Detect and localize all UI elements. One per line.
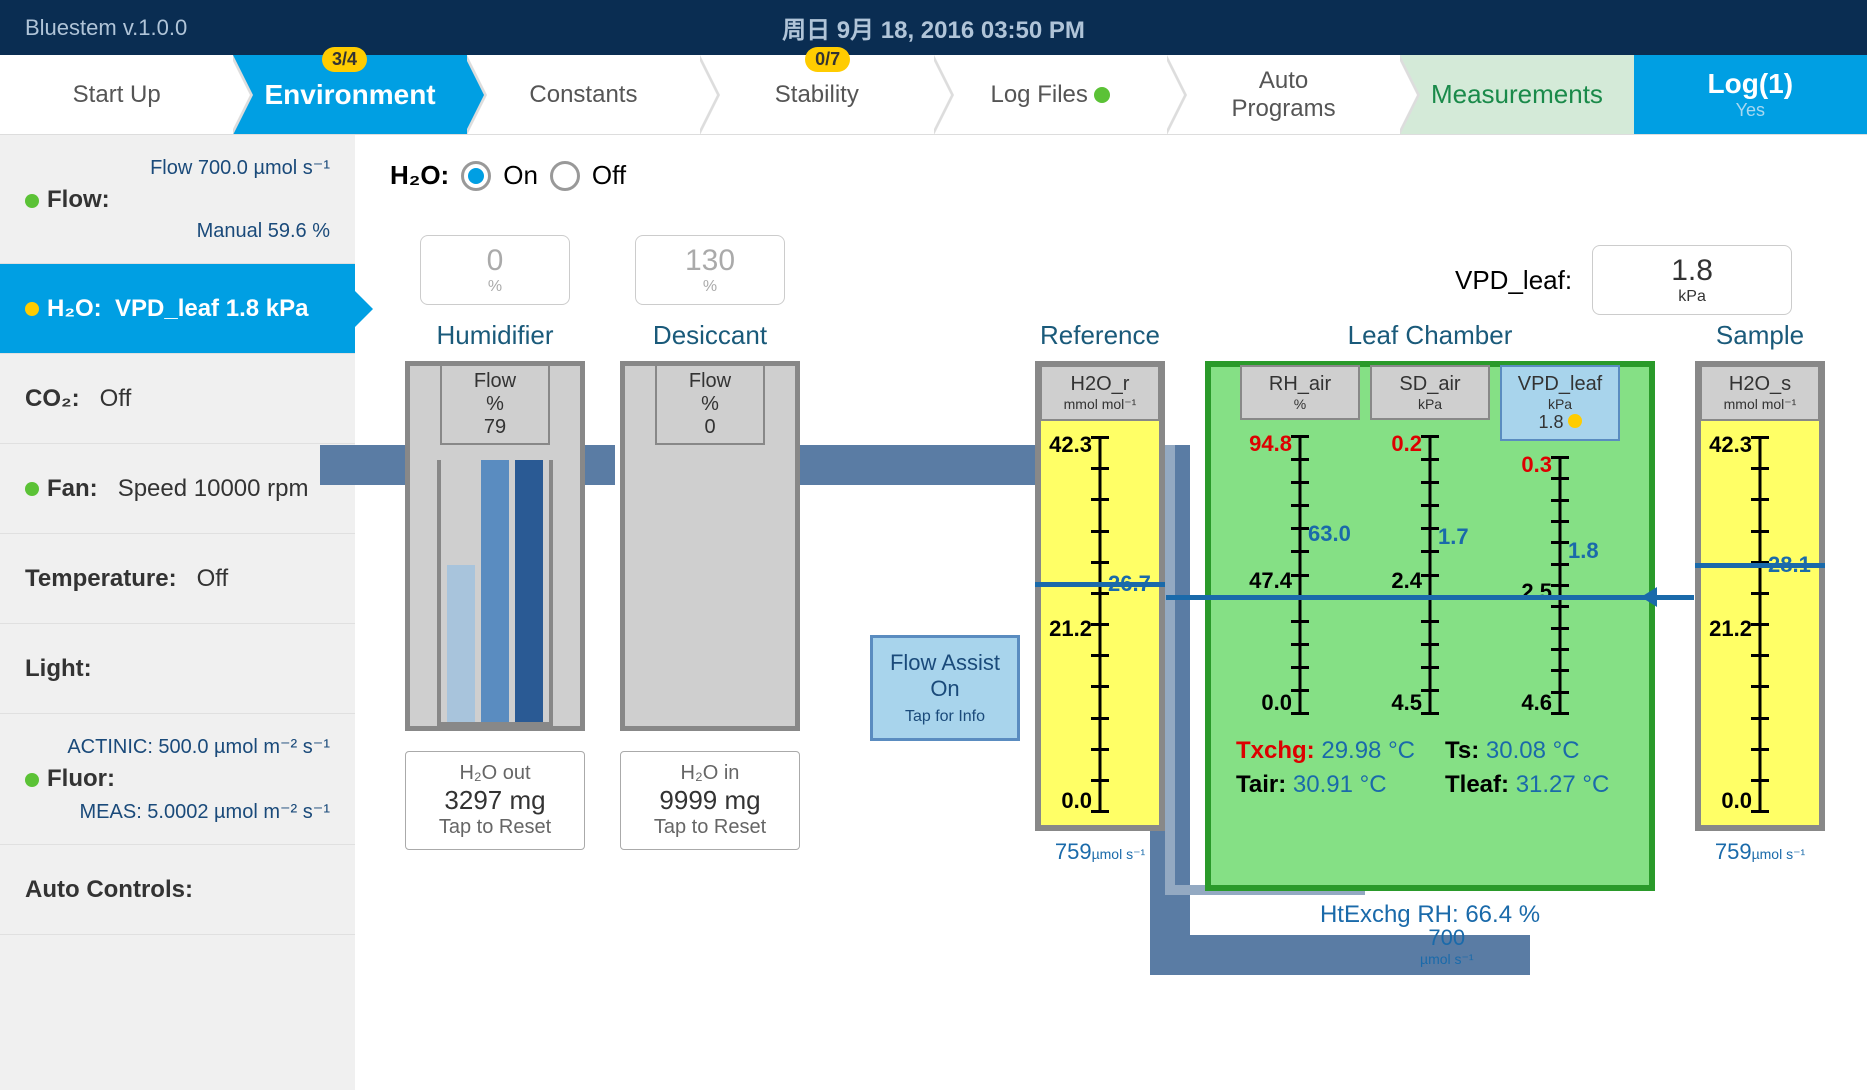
chamber-flow: 700µmol s⁻¹ [1420, 925, 1474, 968]
dot-icon [25, 194, 39, 208]
sidebar-co2[interactable]: CO₂: Off [0, 354, 355, 444]
app-header: Bluestem v.1.0.0 周日 9月 18, 2016 03:50 PM [0, 0, 1867, 55]
humidifier-setpoint[interactable]: 0% [420, 235, 570, 305]
radio-on[interactable] [461, 161, 491, 191]
flow-assist-button[interactable]: Flow Assist On Tap for Info [870, 635, 1020, 741]
arrow-left-icon [1641, 587, 1657, 607]
humidifier-reset[interactable]: H₂O out 3297 mg Tap to Reset [405, 751, 585, 850]
tab-measurements[interactable]: Measurements [1400, 55, 1633, 134]
stab-badge: 0/7 [805, 47, 850, 72]
chamber-indicator [1166, 595, 1694, 600]
tab-constants[interactable]: Constants [467, 55, 700, 134]
tab-startup[interactable]: Start Up [0, 55, 233, 134]
temps-readout: Txchg: 29.98 °C Ts: 30.08 °C Tair: 30.91… [1216, 727, 1644, 809]
chamber-title: Leaf Chamber [1348, 320, 1513, 351]
vpd-setpoint[interactable]: 1.8kPa [1592, 245, 1792, 315]
ref-header: H2O_rmmol mol⁻¹ [1040, 365, 1160, 421]
sample-flow: 759µmol s⁻¹ [1715, 839, 1805, 865]
sidebar: Flow 700.0 µmol s⁻¹ Flow: Manual 59.6 % … [0, 135, 355, 1090]
desiccant-tank[interactable]: Flow %0 [620, 361, 800, 731]
sidebar-auto[interactable]: Auto Controls: [0, 845, 355, 935]
humidifier-tank[interactable]: Flow %79 [405, 361, 585, 731]
version-label: Bluestem v.1.0.0 [25, 15, 187, 41]
radio-off[interactable] [550, 161, 580, 191]
pipe [1165, 445, 1175, 885]
datetime-label: 周日 9月 18, 2016 03:50 PM [782, 10, 1085, 45]
chamber-box: RH_air% 94.847.40.063.0 SD_airkPa 0.22.4… [1205, 361, 1655, 891]
sample-title: Sample [1716, 320, 1804, 351]
tab-autoprograms[interactable]: Auto Programs [1167, 55, 1400, 134]
target-dot-icon [1568, 414, 1582, 428]
dot-icon [25, 482, 39, 496]
sidebar-temperature[interactable]: Temperature: Off [0, 534, 355, 624]
reference-title: Reference [1040, 320, 1160, 351]
dot-icon [25, 302, 39, 316]
tab-log[interactable]: Log(1)Yes [1634, 55, 1867, 134]
logfiles-dot-icon [1094, 87, 1110, 103]
tab-bar: Start Up 3/4 Environment Constants 0/7 S… [0, 55, 1867, 135]
content-area: H₂O: On Off 0% 130% VPD_leaf: 1.8kPa Hum… [355, 135, 1867, 1090]
desiccant-setpoint[interactable]: 130% [635, 235, 785, 305]
tab-environment[interactable]: 3/4 Environment [233, 55, 466, 134]
desiccant-flow-header: Flow %0 [655, 364, 765, 445]
tab-stability[interactable]: 0/7 Stability [700, 55, 933, 134]
sidebar-flow[interactable]: Flow 700.0 µmol s⁻¹ Flow: Manual 59.6 % [0, 135, 355, 264]
ref-flow: 759µmol s⁻¹ [1055, 839, 1145, 865]
rh-header[interactable]: RH_air% [1240, 365, 1360, 420]
env-badge: 3/4 [322, 47, 367, 72]
dot-icon [25, 773, 39, 787]
h2o-toggle-row: H₂O: On Off [390, 160, 1832, 191]
humidifier-flow-header: Flow %79 [440, 364, 550, 445]
vpd-label: VPD_leaf: [1455, 265, 1572, 296]
humidifier-title: Humidifier [436, 320, 553, 351]
desiccant-reset[interactable]: H₂O in 9999 mg Tap to Reset [620, 751, 800, 850]
sd-header[interactable]: SD_airkPa [1370, 365, 1490, 420]
sidebar-light[interactable]: Light: [0, 624, 355, 714]
desiccant-title: Desiccant [653, 320, 767, 351]
reference-gauge[interactable]: H2O_rmmol mol⁻¹ 42.321.20.026.7 [1035, 361, 1165, 831]
sidebar-fluor[interactable]: ACTINIC: 500.0 µmol m⁻² s⁻¹ Fluor: MEAS:… [0, 714, 355, 845]
sidebar-fan[interactable]: Fan: Speed 10000 rpm [0, 444, 355, 534]
sample-header: H2O_smmol mol⁻¹ [1700, 365, 1820, 421]
tab-logfiles[interactable]: Log Files [934, 55, 1167, 134]
sample-gauge[interactable]: H2O_smmol mol⁻¹ 42.321.20.028.1 [1695, 361, 1825, 831]
vpd-header[interactable]: VPD_leafkPa1.8 [1500, 365, 1620, 441]
ref-scale: 42.321.20.026.7 [1080, 436, 1120, 810]
sidebar-h2o[interactable]: H₂O: VPD_leaf 1.8 kPa [0, 264, 355, 354]
